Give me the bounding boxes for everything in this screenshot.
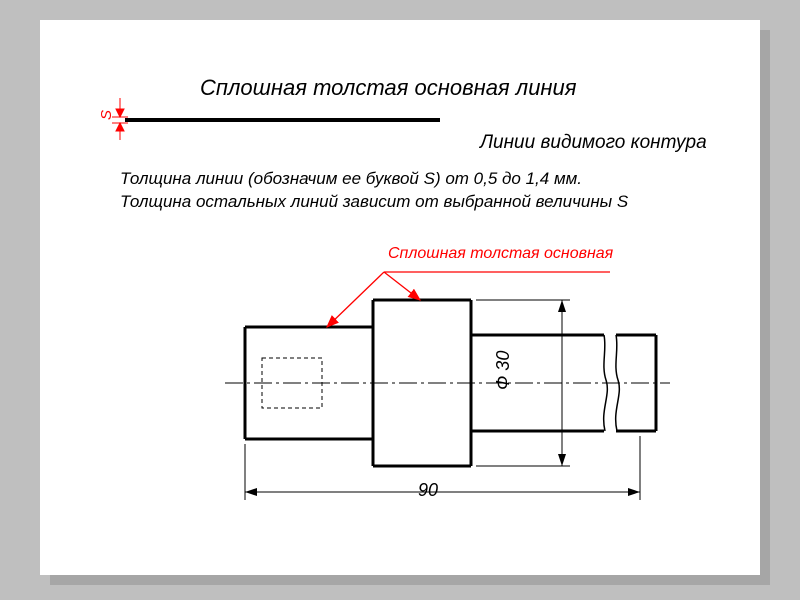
drawing-svg [40, 20, 760, 575]
slide: Сплошная толстая основная линия Линии ви… [40, 20, 760, 575]
dim-width [245, 436, 640, 500]
